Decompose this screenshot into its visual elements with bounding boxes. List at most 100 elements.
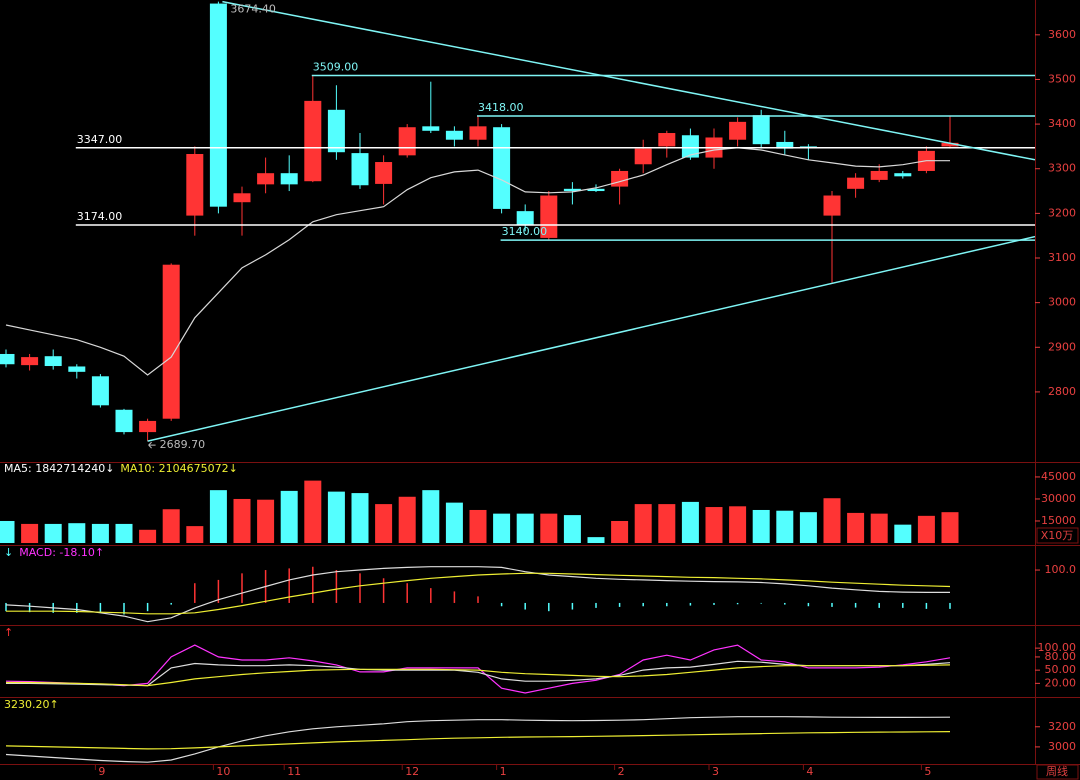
volume-unit: X10万 [1041, 529, 1074, 542]
annotation: 2689.70 [160, 438, 206, 451]
candle-body [68, 366, 86, 372]
y-tick-label: 15000 [1041, 514, 1076, 527]
candle-body [21, 357, 39, 366]
candle-body [540, 195, 558, 238]
line [5, 731, 951, 750]
candle-body [280, 173, 298, 185]
candle-body [563, 188, 581, 192]
volume-bar [799, 512, 817, 543]
period-box [1036, 764, 1079, 780]
candle-body [209, 3, 227, 207]
annotation-arrow [148, 441, 156, 449]
candle-body [139, 420, 157, 433]
volume-bar [469, 509, 487, 543]
x-tick-label: 12 [405, 765, 419, 778]
y-tick-label: 3500 [1048, 72, 1076, 85]
volume-bar [186, 526, 204, 543]
volume-bar [21, 523, 39, 543]
candle-body [0, 353, 15, 365]
volume-bar [257, 499, 275, 543]
level-label: 3418.00 [478, 101, 524, 114]
candle-body [351, 153, 369, 186]
legend-entry: 3230.20↑ [4, 698, 59, 711]
volume-bar [587, 537, 605, 543]
volume-bar [634, 504, 652, 543]
trend-line [147, 235, 1035, 442]
candle-body [729, 121, 747, 140]
y-tick-label: 100.00 [1038, 641, 1077, 654]
line [5, 716, 951, 763]
volume-bar [493, 513, 511, 543]
period-label: 周线 [1046, 764, 1068, 778]
candle-body [516, 211, 534, 225]
volume-bar [422, 490, 440, 543]
candle-body [44, 356, 62, 367]
volume-bar [304, 480, 322, 543]
y-tick-label: 45000 [1041, 470, 1076, 483]
x-tick-label: 1 [500, 765, 507, 778]
candle-body [233, 193, 251, 203]
x-tick-label: 10 [216, 765, 230, 778]
y-tick-label: 3000 [1048, 296, 1076, 309]
volume-bar [44, 523, 62, 543]
candle-body [422, 126, 440, 131]
candle-body [894, 173, 912, 177]
volume-bar [375, 504, 393, 543]
volume-bar [516, 513, 534, 543]
y-tick-label: 30000 [1041, 492, 1076, 505]
line [6, 572, 951, 615]
volume-bar [870, 513, 888, 543]
candle-body [847, 177, 865, 189]
legend-entry: MA5: 1842714240↓ [4, 462, 114, 475]
panel [0, 0, 1035, 442]
volume-bar [280, 490, 298, 543]
y-tick-label: 3200 [1048, 206, 1076, 219]
candle-body [611, 170, 629, 187]
candle-body [186, 154, 204, 216]
volume-bar [139, 529, 157, 543]
candle-body [941, 142, 959, 147]
candle-body [681, 135, 699, 158]
line [5, 644, 951, 694]
candle-body [257, 173, 275, 185]
line [5, 147, 950, 376]
y-tick-label: 3100 [1048, 251, 1076, 264]
volume-bar [752, 509, 770, 543]
candle-body [445, 130, 463, 140]
x-tick-label: 4 [806, 765, 813, 778]
x-tick-label: 5 [924, 765, 931, 778]
candle-body [587, 188, 605, 192]
x-tick-label: 9 [98, 765, 105, 778]
y-tick-label: 3400 [1048, 117, 1076, 130]
candle-body [634, 148, 652, 165]
line [6, 664, 951, 687]
candle-body [823, 195, 841, 216]
x-tick-label: 2 [618, 765, 625, 778]
y-tick-label: 50.00 [1045, 663, 1077, 676]
level-label: 3509.00 [313, 60, 359, 73]
volume-bar [398, 496, 416, 543]
panel [5, 566, 951, 623]
candle-body [658, 133, 676, 147]
candle-body [375, 162, 393, 184]
candle-body [799, 146, 817, 148]
volume-bar [941, 512, 959, 543]
level-label: 3347.00 [77, 133, 123, 146]
volume-bar [115, 523, 133, 543]
level-label: 3140.00 [502, 225, 547, 238]
volume-bar [445, 502, 463, 543]
volume-bar [658, 504, 676, 543]
legend-entry: MA10: 2104675072↓ [120, 462, 237, 475]
volume-bar [68, 523, 86, 543]
volume-bar [681, 501, 699, 543]
volume-bar [776, 510, 794, 543]
candle-body [115, 409, 133, 433]
y-tick-label: 100.0 [1045, 563, 1077, 576]
volume-bar [233, 498, 251, 543]
volume-bar [729, 506, 747, 543]
volume-bar [209, 490, 227, 543]
panel [5, 716, 951, 763]
candle-body [752, 115, 770, 145]
